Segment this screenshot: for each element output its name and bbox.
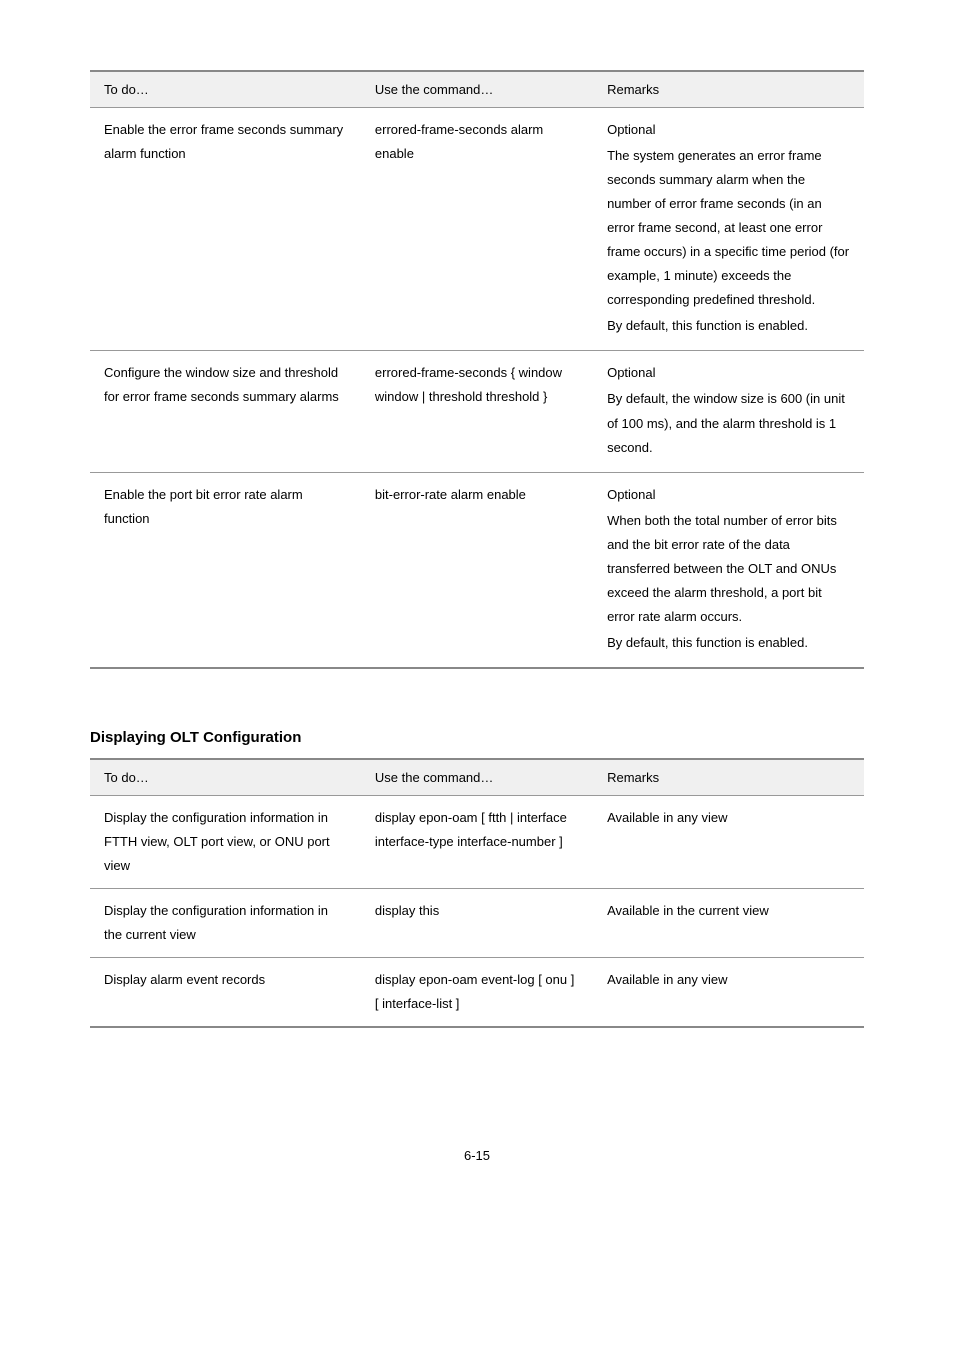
table-row: Display alarm event records display epon… (90, 958, 864, 1028)
cell-remarks: Optional When both the total number of e… (593, 472, 864, 668)
table-header-row: To do… Use the command… Remarks (90, 759, 864, 796)
remarks-status: Optional (607, 361, 850, 385)
cell-command: errored-frame-seconds alarm enable (361, 108, 593, 351)
cell-todo: Enable the error frame seconds summary a… (90, 108, 361, 351)
table-row: Configure the window size and threshold … (90, 351, 864, 472)
cell-command: display epon-oam event-log [ onu ] [ int… (361, 958, 593, 1028)
col-header-todo: To do… (90, 71, 361, 108)
table-header-row: To do… Use the command… Remarks (90, 71, 864, 108)
cell-remarks: Optional The system generates an error f… (593, 108, 864, 351)
col-header-remarks: Remarks (593, 759, 864, 796)
remarks-status: Optional (607, 118, 850, 142)
cell-remarks: Available in any view (593, 958, 864, 1028)
cell-todo: Enable the port bit error rate alarm fun… (90, 472, 361, 668)
col-header-todo: To do… (90, 759, 361, 796)
remarks-default: By default, this function is enabled. (607, 631, 850, 655)
cell-remarks: Optional By default, the window size is … (593, 351, 864, 472)
section-heading: Displaying OLT Configuration (90, 729, 864, 746)
table-row: Display the configuration information in… (90, 889, 864, 958)
cell-command: bit-error-rate alarm enable (361, 472, 593, 668)
cell-todo: Display the configuration information in… (90, 889, 361, 958)
col-header-command: Use the command… (361, 71, 593, 108)
remarks-desc: When both the total number of error bits… (607, 509, 850, 629)
remarks-status: Optional (607, 483, 850, 507)
remarks-desc: By default, the window size is 600 (in u… (607, 387, 850, 459)
cell-command: errored-frame-seconds { window window | … (361, 351, 593, 472)
page-number: 6-15 (90, 1148, 864, 1163)
remarks-desc: The system generates an error frame seco… (607, 144, 850, 312)
display-table-2: To do… Use the command… Remarks Display … (90, 758, 864, 1028)
cell-remarks: Available in any view (593, 795, 864, 888)
cell-todo: Display the configuration information in… (90, 795, 361, 888)
cell-todo: Display alarm event records (90, 958, 361, 1028)
col-header-command: Use the command… (361, 759, 593, 796)
col-header-remarks: Remarks (593, 71, 864, 108)
table-row: Enable the port bit error rate alarm fun… (90, 472, 864, 668)
table-row: Enable the error frame seconds summary a… (90, 108, 864, 351)
cell-todo: Configure the window size and threshold … (90, 351, 361, 472)
table-row: Display the configuration information in… (90, 795, 864, 888)
cell-command: display epon-oam [ ftth | interface inte… (361, 795, 593, 888)
config-table-1: To do… Use the command… Remarks Enable t… (90, 70, 864, 669)
cell-remarks: Available in the current view (593, 889, 864, 958)
cell-command: display this (361, 889, 593, 958)
remarks-default: By default, this function is enabled. (607, 314, 850, 338)
